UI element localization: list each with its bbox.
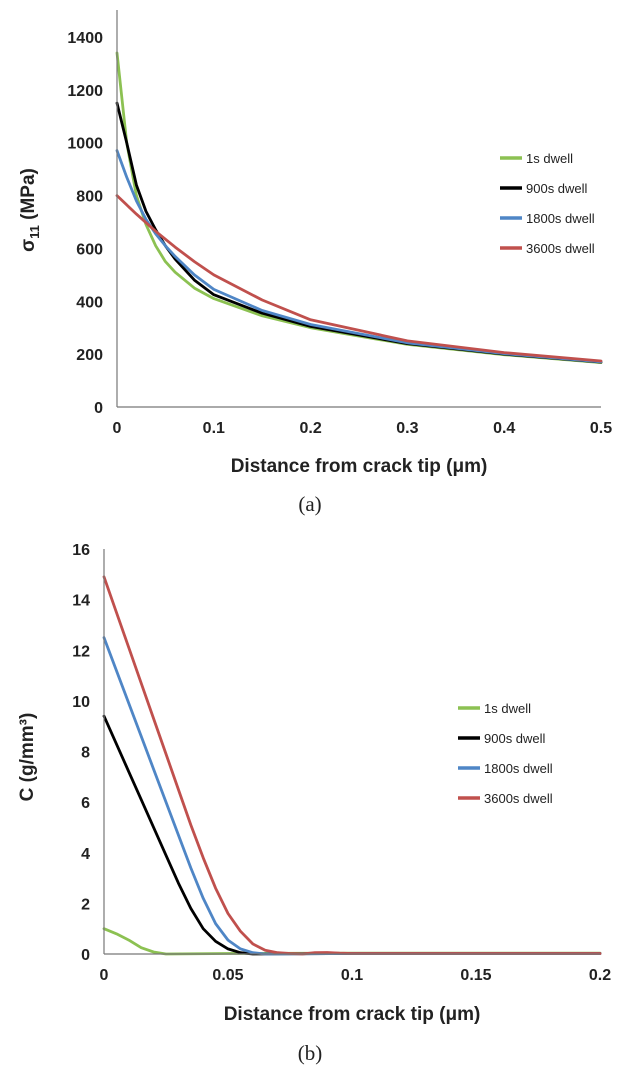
- chart-b-caption: (b): [298, 1041, 323, 1065]
- chart-a-y-axis-title: σ11 (MPa): [18, 168, 42, 252]
- chart-a-x-tick-label: 0: [113, 420, 122, 437]
- chart-a-y-tick-label: 1400: [67, 30, 103, 47]
- chart-b-series-line-4: [102, 575, 602, 956]
- chart-a-y-axis-title-unit: (MPa): [18, 168, 39, 225]
- chart-a-y-tick-label: 600: [76, 241, 103, 258]
- chart-b-x-tick-label: 0.05: [212, 967, 243, 984]
- chart-a-legend-label-1: 1s dwell: [526, 151, 573, 166]
- chart-b-legend-label-2: 900s dwell: [484, 731, 546, 746]
- chart-b-x-ticks: 0 0.05 0.1 0.15 0.2: [100, 967, 612, 984]
- chart-b-x-tick-label: 0: [100, 967, 109, 984]
- chart-a-y-tick-label: 200: [76, 347, 103, 364]
- chart-b-y-tick-label: 6: [81, 795, 90, 812]
- chart-a-y-tick-label: 1000: [67, 136, 103, 153]
- chart-b-legend-label-3: 1800s dwell: [484, 761, 553, 776]
- chart-a-x-tick-label: 0.4: [493, 420, 515, 437]
- chart-a-y-axis-title-symbol: σ: [18, 239, 39, 252]
- chart-a-x-ticks: 0 0.1 0.2 0.3 0.4 0.5: [113, 420, 613, 437]
- chart-a-legend-label-2: 900s dwell: [526, 181, 588, 196]
- chart-b-legend-label-1: 1s dwell: [484, 701, 531, 716]
- chart-b-y-tick-label: 8: [81, 745, 90, 762]
- chart-b-y-axis-title: C (g/mm³): [17, 713, 38, 802]
- chart-b-legend: 1s dwell 900s dwell 1800s dwell 3600s dwell: [458, 701, 553, 806]
- chart-b-x-tick-label: 0.15: [460, 967, 491, 984]
- chart-a-legend: 1s dwell 900s dwell 1800s dwell 3600s dwell: [500, 151, 595, 256]
- chart-a-y-tick-label: 0: [94, 400, 103, 417]
- chart-a-legend-label-4: 3600s dwell: [526, 241, 595, 256]
- chart-a-series-line-4: [115, 194, 603, 363]
- chart-b-y-tick-label: 2: [81, 896, 90, 913]
- chart-a-series-line-3: [115, 149, 603, 364]
- chart-b-x-tick-label: 0.2: [589, 967, 611, 984]
- chart-panel-b: 0 2 4 6 8 10 12 14 16 0 0.05 0.1 0.15 0.2 Distance f…: [17, 542, 611, 1065]
- chart-a-y-ticks: 0 200 400 600 800 1000 1200 1400: [67, 30, 103, 417]
- chart-b-y-tick-label: 4: [81, 846, 90, 863]
- chart-a-x-tick-label: 0.3: [396, 420, 418, 437]
- chart-a-x-tick-label: 0.5: [590, 420, 612, 437]
- chart-b-x-tick-label: 0.1: [341, 967, 363, 984]
- chart-a-series-line-2: [115, 101, 603, 364]
- chart-a-y-tick-label: 1200: [67, 83, 103, 100]
- chart-a-caption: (a): [298, 492, 321, 516]
- chart-a-series-line-1: [115, 51, 603, 365]
- chart-b-y-tick-label: 10: [72, 694, 90, 711]
- chart-b-y-tick-label: 12: [72, 643, 90, 660]
- chart-b-legend-label-4: 3600s dwell: [484, 791, 553, 806]
- chart-b-x-axis-title: Distance from crack tip (μm): [224, 1004, 481, 1025]
- chart-a-y-axis-title-subscript: 11: [27, 225, 42, 239]
- chart-b-y-tick-label: 0: [81, 947, 90, 964]
- chart-a-y-tick-label: 400: [76, 294, 103, 311]
- chart-b-series-line-3: [102, 636, 602, 956]
- chart-a-y-tick-label: 800: [76, 189, 103, 206]
- chart-a-legend-label-3: 1800s dwell: [526, 211, 595, 226]
- chart-b-y-tick-label: 16: [72, 542, 90, 559]
- chart-a-x-tick-label: 0.1: [203, 420, 225, 437]
- chart-a-x-tick-label: 0.2: [299, 420, 321, 437]
- chart-a-x-axis-title: Distance from crack tip (μm): [231, 456, 488, 477]
- chart-b-y-ticks: 0 2 4 6 8 10 12 14 16: [72, 542, 90, 964]
- chart-a-series-group: [115, 51, 603, 365]
- chart-b-series-line-1: [102, 927, 602, 956]
- chart-b-y-tick-label: 14: [72, 593, 90, 610]
